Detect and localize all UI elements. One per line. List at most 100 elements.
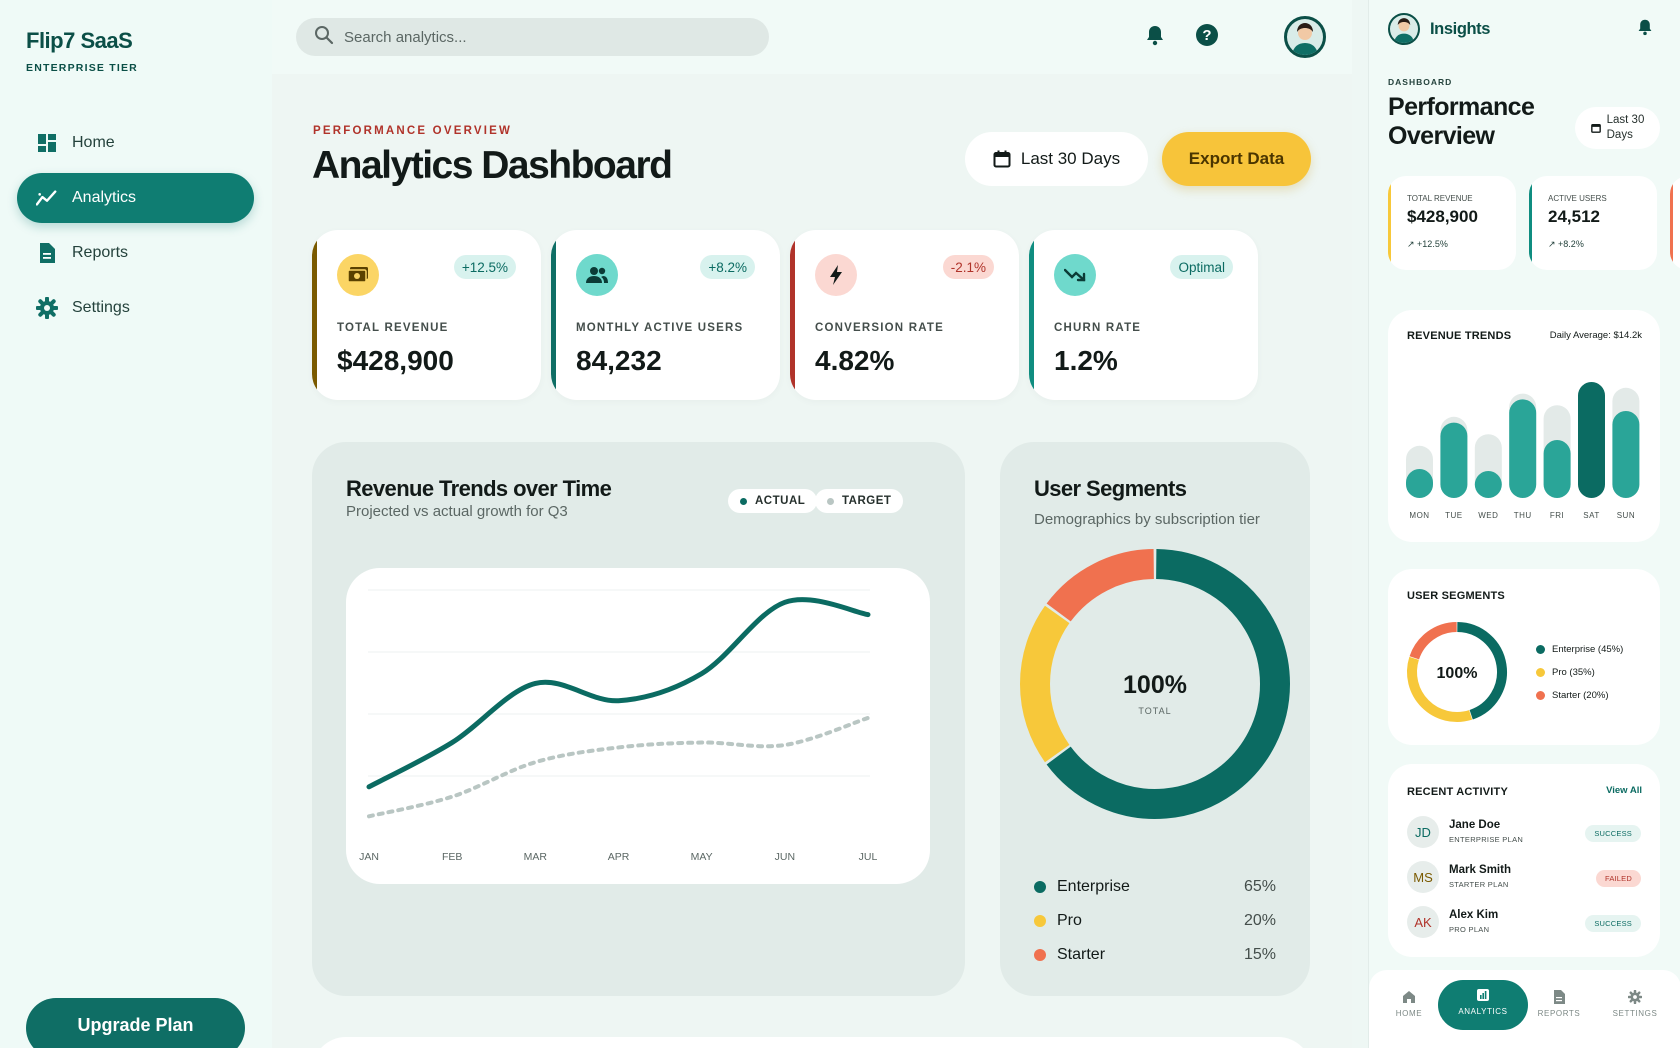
home-icon <box>1379 990 1439 1004</box>
activity-plan: STARTER PLAN <box>1449 880 1509 889</box>
legend-label: ACTUAL <box>755 495 806 507</box>
insights-title: Insights <box>1430 19 1491 38</box>
sidebar-item-reports[interactable]: Reports <box>17 228 254 278</box>
sidebar-item-home[interactable]: Home <box>17 118 254 168</box>
donut-slice <box>1457 622 1507 720</box>
bell-icon[interactable] <box>1142 22 1168 48</box>
card-title: USER SEGMENTS <box>1407 590 1505 602</box>
document-icon <box>1529 990 1589 1004</box>
segment-dot <box>1034 881 1046 893</box>
search-icon <box>314 25 334 50</box>
revenue-trends-card: Revenue Trends over Time Projected vs ac… <box>312 442 965 996</box>
trend-up-icon: ↗ <box>1548 239 1559 249</box>
actual-series-line <box>366 597 871 790</box>
range-line-1: Last 30 <box>1606 114 1645 126</box>
sidebar-item-settings[interactable]: Settings <box>17 283 254 333</box>
calendar-icon <box>1590 123 1601 133</box>
bottom-nav-analytics[interactable]: ANALYTICS <box>1438 980 1528 1030</box>
kpi-card-churn[interactable]: Optimal CHURN RATE 1.2% <box>1029 230 1258 400</box>
help-icon[interactable]: ? <box>1194 22 1220 48</box>
legend-pro: Pro (35%) <box>1536 667 1595 678</box>
page-title: Analytics Dashboard <box>312 144 673 187</box>
card-subtitle: Demographics by subscription tier <box>1034 511 1260 528</box>
activity-row[interactable]: JD Jane Doe ENTERPRISE PLAN SUCCESS <box>1407 816 1641 850</box>
bottom-nav-reports[interactable]: REPORTS <box>1529 990 1589 1018</box>
day-label: SAT <box>1583 511 1599 520</box>
legend-dot <box>827 497 834 505</box>
kpi-value: 84,232 <box>576 345 662 376</box>
x-tick-label: JAN <box>359 851 379 863</box>
view-all-link[interactable]: View All <box>1606 785 1642 796</box>
kpi-change-badge: +8.2% <box>700 255 755 279</box>
avatar[interactable] <box>1284 16 1326 58</box>
date-range-button[interactable]: Last 30 Days <box>965 132 1148 186</box>
kpi-change-value: +12.5% <box>1417 239 1448 249</box>
activity-row[interactable]: AK Alex Kim PRO PLAN SUCCESS <box>1407 906 1641 940</box>
export-data-button[interactable]: Export Data <box>1162 132 1311 186</box>
kpi-label: CHURN RATE <box>1054 322 1142 334</box>
kpi-card-active-users[interactable]: +8.2% MONTHLY ACTIVE USERS 84,232 <box>551 230 780 400</box>
kpi-change-badge: -2.1% <box>942 255 994 279</box>
legend-target[interactable]: TARGET <box>815 489 904 513</box>
bell-icon[interactable] <box>1637 18 1653 41</box>
kpi-change: ↗ +8.2% <box>1548 239 1584 250</box>
avatar[interactable] <box>1388 13 1420 45</box>
recent-activity-card: RECENT ACTIVITY View All JD Jane Doe ENT… <box>1388 764 1660 957</box>
search-bar[interactable] <box>296 18 769 56</box>
activity-name: Jane Doe <box>1449 819 1501 831</box>
sidebar-item-analytics[interactable]: Analytics <box>17 173 254 223</box>
money-icon <box>337 254 379 296</box>
panel-page-title: Performance Overview <box>1388 93 1535 150</box>
panel-kpi-partial[interactable] <box>1670 176 1680 270</box>
bottom-nav-settings[interactable]: SETTINGS <box>1605 990 1665 1018</box>
segment-row-enterprise: Enterprise 65% <box>1034 876 1276 898</box>
panel-date-range-button[interactable]: Last 30 Days <box>1575 107 1660 149</box>
x-tick-label: JUN <box>775 851 795 863</box>
kpi-label: MONTHLY ACTIVE USERS <box>576 322 744 334</box>
sidebar-item-label: Reports <box>72 244 129 261</box>
target-series-line <box>367 715 870 819</box>
day-label: THU <box>1514 511 1532 520</box>
bar <box>1474 471 1502 498</box>
activity-avatar: MS <box>1407 861 1439 893</box>
kpi-card-conversion[interactable]: -2.1% CONVERSION RATE 4.82% <box>790 230 1019 400</box>
panel-kpi-active-users[interactable]: ACTIVE USERS 24,512 ↗ +8.2% <box>1529 176 1657 270</box>
segment-pct: 15% <box>1243 946 1276 963</box>
range-line-2: Days <box>1606 129 1633 141</box>
kpi-accent-bar <box>1388 176 1391 270</box>
kpi-accent-bar <box>551 230 556 400</box>
kpi-change-value: +8.2% <box>1558 239 1584 249</box>
kpi-accent-bar <box>1529 176 1532 270</box>
upgrade-plan-button[interactable]: Upgrade Plan <box>26 998 245 1048</box>
segment-pct: 20% <box>1243 912 1276 929</box>
legend-actual[interactable]: ACTUAL <box>728 489 818 513</box>
kpi-card-revenue[interactable]: +12.5% TOTAL REVENUE $428,900 <box>312 230 541 400</box>
kpi-label: CONVERSION RATE <box>815 322 944 334</box>
card-subtitle: Projected vs actual growth for Q3 <box>346 503 568 520</box>
panel-user-segments-card: USER SEGMENTS 100% Enterprise (45%) Pro … <box>1388 569 1660 745</box>
search-input[interactable] <box>344 28 744 46</box>
brand-tier: ENTERPRISE TIER <box>26 62 138 74</box>
day-label: MON <box>1409 511 1429 520</box>
sidebar-item-label: Settings <box>72 299 130 316</box>
topbar: ? <box>272 0 1352 74</box>
bar <box>1509 399 1537 498</box>
bottom-card <box>312 1037 1312 1048</box>
legend-enterprise: Enterprise (45%) <box>1536 644 1623 655</box>
kpi-accent-bar <box>790 230 795 400</box>
panel-kpi-revenue[interactable]: TOTAL REVENUE $428,900 ↗ +12.5% <box>1388 176 1516 270</box>
donut-slice <box>1046 549 1290 819</box>
bottom-nav-home[interactable]: HOME <box>1379 990 1439 1018</box>
kpi-accent-bar <box>1670 176 1673 270</box>
legend-dot <box>1536 668 1545 677</box>
segment-dot <box>1034 949 1046 961</box>
segment-name: Enterprise <box>1057 878 1130 895</box>
activity-plan: PRO PLAN <box>1449 925 1490 934</box>
legend-dot <box>740 497 747 505</box>
bottom-nav-label: SETTINGS <box>1612 1009 1658 1018</box>
activity-row[interactable]: MS Mark Smith STARTER PLAN FAILED <box>1407 861 1641 895</box>
brand[interactable]: Flip7 SaaS ENTERPRISE TIER <box>26 28 138 74</box>
x-tick-label: JUL <box>859 851 878 863</box>
activity-avatar: AK <box>1407 906 1439 938</box>
donut-slice <box>1046 549 1155 622</box>
